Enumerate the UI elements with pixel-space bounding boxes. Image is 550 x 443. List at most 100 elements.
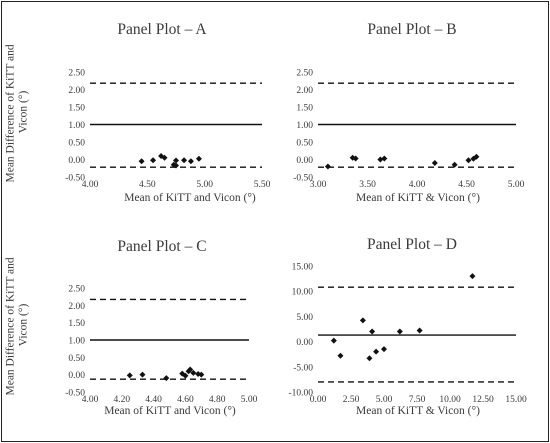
panel-c-y-tick: 1.50 [68,319,85,329]
panel-c-y-axis: -0.50 0.00 0.50 1.00 1.50 2.00 2.50 [65,285,85,399]
panel-a-ylabel: Mean Difference of KiTT and Vicon (°) [4,41,29,182]
panel-a-y-tick: 0.50 [68,139,85,149]
panel-a-title: Panel Plot – A [117,21,207,38]
panel-d-point [359,317,366,324]
panel-c: Panel Plot – C Mean Difference of KiTT a… [4,238,257,417]
panel-b-x-tick: 5.00 [508,180,525,190]
panel-c-point [182,372,189,379]
panel-d-y-tick: 10.00 [292,288,314,298]
panel-c-points [126,366,205,382]
panel-c-x-tick: 4.80 [209,395,226,405]
panel-a-y-tick: -0.50 [65,174,85,184]
panel-a-point [195,155,202,162]
panel-b-title: Panel Plot – B [367,21,456,38]
panel-d-y-tick: 0.00 [296,338,313,348]
panel-d-point [381,346,387,353]
panel-b-point [465,157,472,164]
panel-d-x-tick: 5.00 [376,395,393,405]
panel-a-y-tick: 1.50 [68,104,85,114]
panel-b-y-tick: 0.00 [296,156,313,166]
panel-d-point [373,348,380,355]
panel-b-xlabel: Mean of KiTT & Vicon (°) [356,192,480,204]
panel-b-y-tick: 1.00 [296,121,313,131]
panel-b-x-tick: 3.00 [310,180,327,190]
panel-d-x-tick: 0.00 [310,395,327,405]
panel-a-point [173,157,179,164]
panel-c-point [198,371,205,378]
panel-a-y-tick: 0.00 [68,156,85,166]
panel-b-y-tick: 1.50 [296,104,313,114]
panel-c-point [163,375,170,382]
panel-c-point [187,366,194,373]
panel-b-point [381,155,388,162]
panel-a-ylabel-line-1: Mean Difference of KiTT and [4,44,16,182]
panel-b-point [473,153,480,160]
panel-c-y-tick: 0.00 [68,371,85,381]
panel-d-point [366,355,373,362]
panel-c-x-tick: 4.40 [145,395,162,405]
panel-d-point [469,273,476,280]
panel-b-point [324,163,331,170]
panel-a-ylabel-line-2: Vicon (°) [18,91,30,134]
panel-c-ylabel-line-1: Mean Difference of KiTT and [4,257,16,395]
panel-d-point [330,337,337,344]
panel-c-x-tick: 4.20 [113,395,130,405]
panel-d-point [416,327,423,334]
panel-c-x-tick: 4.00 [82,395,99,405]
panel-b-y-axis: -0.50 0.00 0.50 1.00 1.50 2.00 2.50 [293,69,313,184]
panel-d-y-tick: 5.00 [296,313,313,323]
panel-a-x-tick: 4.50 [139,180,156,190]
panel-d-point [337,352,344,359]
panel-d-x-tick: 15.00 [505,395,527,405]
panel-c-title: Panel Plot – C [117,238,206,255]
panel-b-points [324,153,480,170]
panel-d: Panel Plot – D 0.00 2.50 5.00 7.50 10.00 12.5… [288,236,526,417]
panel-c-ylabel: Mean Difference of KiTT and Vicon (°) [4,254,29,395]
panel-a-y-tick: 2.00 [68,86,85,96]
panel-b-y-tick: 2.50 [296,69,313,79]
panel-d-xlabel: Mean of KiTT & Vicon (°) [356,405,480,417]
panel-b-y-tick: 2.00 [296,86,313,96]
panel-c-xlabel: Mean of KiTT and Vicon (°) [104,405,236,417]
panel-a: Panel Plot – A Mean Difference of KiTT a… [4,21,270,204]
panel-b-x-tick: 4.50 [458,180,475,190]
panel-d-title: Panel Plot – D [367,236,457,253]
panel-c-y-tick: 2.50 [68,285,85,295]
panel-c-ylabel-line-2: Vicon (°) [18,304,30,347]
panel-a-y-axis: -0.50 0.00 0.50 1.00 1.50 2.00 2.50 [65,69,85,184]
panel-d-y-tick: 15.00 [292,263,314,273]
panel-a-point [173,162,179,169]
panel-c-x-tick: 5.00 [241,395,258,405]
panel-d-y-axis: -10.00 -5.00 0.00 5.00 10.00 15.00 [288,263,313,399]
panel-a-xlabel: Mean of KiTT and Vicon (°) [124,192,256,204]
panel-d-points [330,273,476,362]
panel-d-lines [318,286,516,383]
panel-c-point [126,372,133,379]
panel-d-point [396,328,403,335]
panel-a-point [161,154,168,161]
panel-a-y-tick: 2.50 [68,69,85,79]
panel-a-x-tick: 5.50 [254,180,271,190]
panel-c-x-axis: 4.00 4.20 4.40 4.60 4.80 5.00 [82,395,258,405]
panel-b-x-axis: 3.00 3.50 4.00 4.50 5.00 [310,180,525,190]
panel-c-y-tick: 0.50 [68,354,85,364]
panel-a-point [187,158,194,165]
panel-a-x-tick: 4.00 [82,180,99,190]
panel-d-y-tick: -10.00 [288,389,313,399]
panel-b-y-tick: 0.50 [296,139,313,149]
panel-a-y-tick: 1.00 [68,121,85,131]
panel-c-y-tick: 1.00 [68,337,85,347]
panel-d-x-tick: 12.50 [472,395,494,405]
panel-d-x-tick: 2.50 [343,395,360,405]
panel-b-point [451,161,458,168]
panel-a-point [181,157,188,164]
panel-b-point [352,155,359,162]
panel-b-x-tick: 4.00 [409,180,426,190]
panel-c-x-tick: 4.60 [177,395,194,405]
panel-d-x-tick: 10.00 [439,395,461,405]
panel-d-y-tick: -5.00 [293,363,313,373]
panel-b-point [431,160,438,166]
panel-b: Panel Plot – B 3.00 3.50 4.00 4.50 5.00 -0.5… [293,21,524,204]
